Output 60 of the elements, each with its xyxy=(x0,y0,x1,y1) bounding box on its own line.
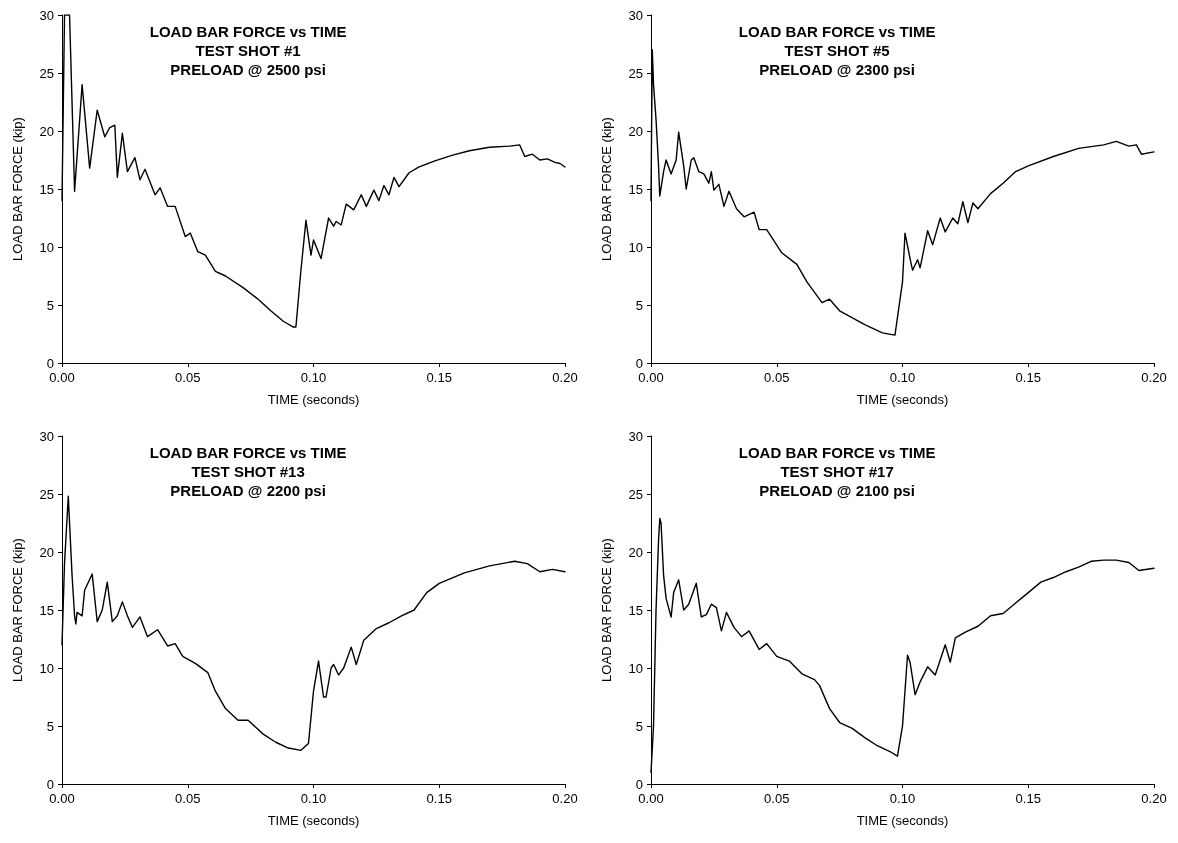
x-tick-label: 0.00 xyxy=(638,370,664,385)
x-tick-label: 0.15 xyxy=(426,791,452,806)
text: LOAD BAR FORCE vs TIME TEST SHOT #17 PRELOAD @ 2100 psi xyxy=(738,444,936,499)
y-tick-label: 30 xyxy=(628,428,643,444)
x-tick-label: 0.05 xyxy=(175,370,201,385)
y-tick-label: 15 xyxy=(39,181,54,197)
y-tick-label: 0 xyxy=(635,776,643,792)
x-tick-label: 0.10 xyxy=(300,370,327,385)
y-tick-label: 0 xyxy=(635,355,643,371)
x-tick-label: 0.15 xyxy=(1015,791,1041,806)
y-tick-label: 25 xyxy=(628,65,643,81)
x-tick-label: 0.05 xyxy=(764,370,790,385)
y-axis-title: LOAD BAR FORCE (kip) xyxy=(10,538,25,682)
y-tick-label: 0 xyxy=(46,355,54,371)
x-tick-label: 0.20 xyxy=(1141,370,1167,385)
x-tick-label: 0.10 xyxy=(889,370,916,385)
text: LOAD BAR FORCE vs TIME TEST SHOT #5 PRELOAD @ 2300 psi xyxy=(738,23,936,78)
x-tick-label: 0.05 xyxy=(764,791,790,806)
y-tick-label: 30 xyxy=(39,428,54,444)
y-tick-label: 10 xyxy=(39,660,54,676)
y-tick-label: 20 xyxy=(39,544,54,560)
y-tick-label: 10 xyxy=(39,239,54,255)
x-tick-label: 0.00 xyxy=(638,791,664,806)
x-tick-label: 0.00 xyxy=(49,791,75,806)
x-axis-title: TIME (seconds) xyxy=(267,392,360,407)
x-tick-label: 0.00 xyxy=(49,370,75,385)
y-axis-title: LOAD BAR FORCE (kip) xyxy=(10,117,25,261)
x-tick-label: 0.20 xyxy=(1141,791,1167,806)
y-tick-label: 10 xyxy=(628,239,643,255)
x-axis-title: TIME (seconds) xyxy=(856,392,949,407)
x-tick-label: 0.05 xyxy=(175,791,201,806)
y-tick-label: 5 xyxy=(635,297,643,313)
y-tick-label: 0 xyxy=(46,776,54,792)
x-tick-label: 0.10 xyxy=(300,791,327,806)
y-tick-label: 25 xyxy=(39,486,54,502)
y-tick-label: 25 xyxy=(39,65,54,81)
y-axis-title: LOAD BAR FORCE (kip) xyxy=(599,538,614,682)
y-tick-label: 30 xyxy=(628,7,643,23)
x-tick-label: 0.15 xyxy=(426,370,452,385)
x-tick-label: 0.15 xyxy=(1015,370,1041,385)
y-tick-label: 5 xyxy=(46,297,54,313)
x-axis-title: TIME (seconds) xyxy=(856,813,949,828)
y-axis-title: LOAD BAR FORCE (kip) xyxy=(599,117,614,261)
text: LOAD BAR FORCE vs TIME TEST SHOT #13 PRELOAD @ 2200 psi xyxy=(149,444,347,499)
x-tick-label: 0.20 xyxy=(552,370,578,385)
y-tick-label: 20 xyxy=(39,123,54,139)
x-axis-title: TIME (seconds) xyxy=(267,813,360,828)
x-tick-label: 0.20 xyxy=(552,791,578,806)
y-tick-label: 15 xyxy=(628,602,643,618)
y-tick-label: 5 xyxy=(635,718,643,734)
y-tick-label: 20 xyxy=(628,544,643,560)
y-tick-label: 5 xyxy=(46,718,54,734)
y-tick-label: 20 xyxy=(628,123,643,139)
y-tick-label: 25 xyxy=(628,486,643,502)
y-tick-label: 30 xyxy=(39,7,54,23)
y-tick-label: 15 xyxy=(39,602,54,618)
y-tick-label: 15 xyxy=(628,181,643,197)
x-tick-label: 0.10 xyxy=(889,791,916,806)
y-tick-label: 10 xyxy=(628,660,643,676)
text: LOAD BAR FORCE vs TIME TEST SHOT #1 PRELOAD @ 2500 psi xyxy=(149,23,347,78)
